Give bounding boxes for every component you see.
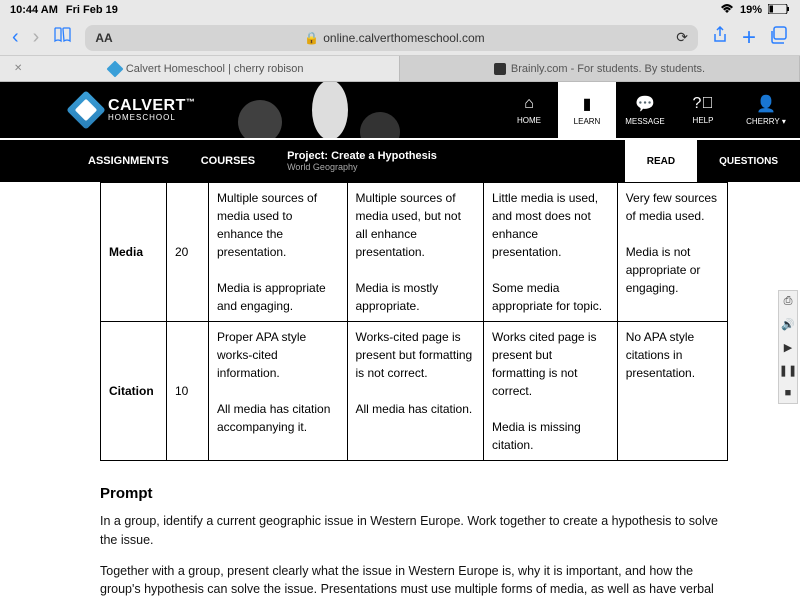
rubric-row-label: Media [101, 183, 167, 322]
site-header: CALVERT™ HOMESCHOOL ⌂ HOME ▮ LEARN 💬 MES… [0, 82, 800, 138]
tab-title: Calvert Homeschool | cherry robison [126, 63, 304, 75]
rubric-cell: No APA style citations in presentation. [617, 322, 727, 461]
tabs-icon[interactable] [770, 26, 788, 50]
rubric-table: Media 20 Multiple sources of media used … [100, 182, 728, 461]
tab-favicon [106, 60, 123, 77]
play-icon[interactable]: ▶ [784, 341, 792, 354]
subnav-questions[interactable]: QUESTIONS [697, 140, 800, 182]
ipad-status-bar: 10:44 AM Fri Feb 19 19% [0, 0, 800, 20]
nav-user[interactable]: 👤 CHERRY ▾ [732, 82, 800, 138]
nav-learn[interactable]: ▮ LEARN [558, 82, 616, 138]
subnav-assignments[interactable]: ASSIGNMENTS [72, 155, 185, 167]
browser-tab-bar: ✕ Calvert Homeschool | cherry robison Br… [0, 56, 800, 82]
wifi-icon [720, 4, 734, 17]
pause-icon[interactable]: ❚❚ [779, 364, 797, 377]
print-icon[interactable]: ⎙ [784, 295, 793, 308]
url-host: online.calverthomeschool.com [323, 31, 484, 45]
book-icon: ▮ [583, 94, 592, 114]
logo-mark-icon [66, 90, 106, 130]
lock-icon: 🔒 [304, 31, 319, 45]
message-icon: 💬 [635, 94, 655, 114]
reader-side-toolbar: ⎙ 🔊 ▶ ❚❚ ■ [778, 290, 798, 404]
rubric-row-points: 10 [167, 322, 209, 461]
status-date: Fri Feb 19 [66, 4, 118, 16]
project-title-block: Project: Create a Hypothesis World Geogr… [271, 150, 453, 172]
rubric-row-points: 20 [167, 183, 209, 322]
bookmarks-icon[interactable] [53, 27, 71, 48]
battery-percent: 19% [740, 4, 762, 16]
nav-message[interactable]: 💬 MESSAGE [616, 82, 674, 138]
browser-tab[interactable]: Brainly.com - For students. By students. [400, 56, 800, 81]
share-icon[interactable] [712, 26, 728, 50]
rubric-cell: Little media is used, and most does not … [484, 183, 618, 322]
forward-button[interactable]: › [33, 26, 40, 49]
rubric-cell: Proper APA style works-cited information… [209, 322, 348, 461]
subnav-read[interactable]: READ [625, 140, 697, 182]
nav-help[interactable]: ?⃝ HELP [674, 82, 732, 138]
rubric-cell: Very few sources of media used. Media is… [617, 183, 727, 322]
prompt-heading: Prompt [100, 485, 728, 502]
help-icon: ?⃝ [693, 95, 714, 113]
back-button[interactable]: ‹ [12, 26, 19, 49]
text-size-button[interactable]: AA [95, 31, 112, 45]
table-row: Citation 10 Proper APA style works-cited… [101, 322, 728, 461]
site-logo[interactable]: CALVERT™ HOMESCHOOL [72, 96, 195, 124]
status-time: 10:44 AM [10, 4, 58, 16]
prompt-paragraph: In a group, identify a current geographi… [100, 512, 728, 550]
battery-icon [768, 4, 790, 17]
nav-home[interactable]: ⌂ HOME [500, 82, 558, 138]
browser-tab-active[interactable]: ✕ Calvert Homeschool | cherry robison [0, 56, 400, 81]
address-bar[interactable]: AA 🔒 online.calverthomeschool.com ⟳ [85, 25, 698, 51]
rubric-cell: Multiple sources of media used to enhanc… [209, 183, 348, 322]
new-tab-icon[interactable]: + [742, 24, 756, 52]
rubric-row-label: Citation [101, 322, 167, 461]
volume-icon[interactable]: 🔊 [781, 318, 795, 331]
rubric-cell: Multiple sources of media used, but not … [347, 183, 484, 322]
stop-icon[interactable]: ■ [785, 387, 792, 399]
subnav-courses[interactable]: COURSES [185, 155, 271, 167]
page-content: Media 20 Multiple sources of media used … [0, 182, 800, 600]
rubric-cell: Works-cited page is present but formatti… [347, 322, 484, 461]
prompt-section: Prompt In a group, identify a current ge… [100, 485, 728, 600]
browser-toolbar: ‹ › AA 🔒 online.calverthomeschool.com ⟳ … [0, 20, 800, 56]
course-subnav: ASSIGNMENTS COURSES Project: Create a Hy… [0, 138, 800, 182]
table-row: Media 20 Multiple sources of media used … [101, 183, 728, 322]
tab-favicon [494, 63, 506, 75]
reload-icon[interactable]: ⟳ [676, 29, 688, 46]
rubric-cell: Works cited page is present but formatti… [484, 322, 618, 461]
close-tab-icon[interactable]: ✕ [14, 63, 22, 74]
prompt-paragraph: Together with a group, present clearly w… [100, 562, 728, 600]
user-icon: 👤 [756, 94, 776, 114]
home-icon: ⌂ [524, 95, 534, 113]
tab-title: Brainly.com - For students. By students. [511, 63, 705, 75]
chevron-down-icon: ▾ [782, 117, 786, 126]
